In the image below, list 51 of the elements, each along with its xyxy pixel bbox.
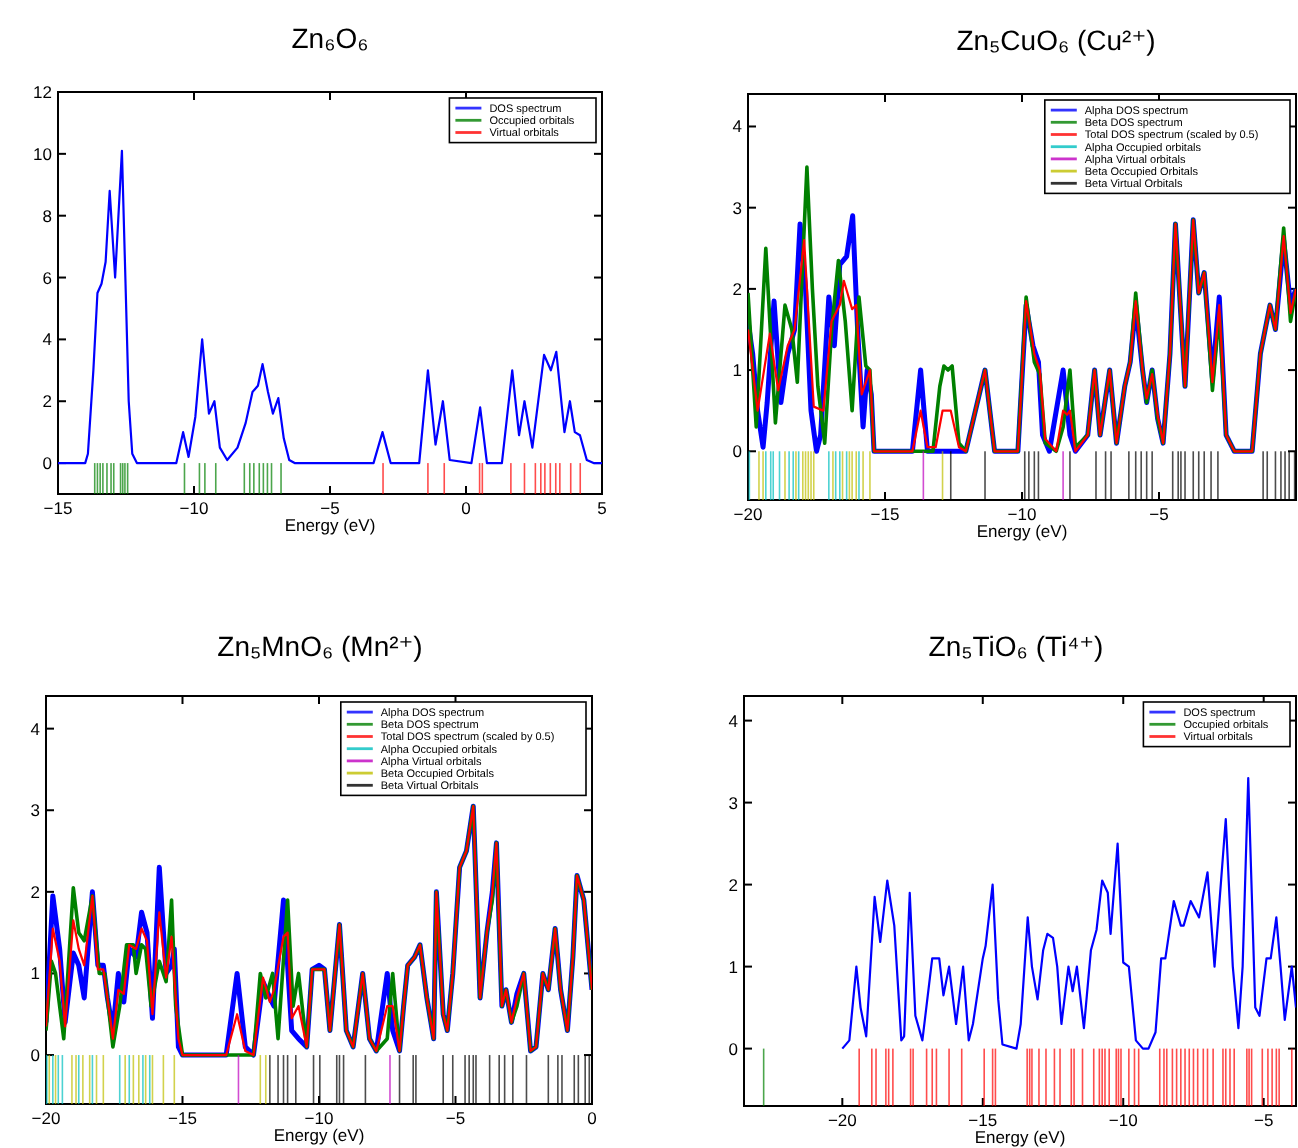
x-tick-label: −10 — [1108, 1110, 1139, 1130]
x-axis-title: Energy (eV) — [976, 521, 1068, 541]
y-tick-label: 0 — [42, 453, 53, 474]
chart-title: Zn₅MnO₆ (Mn²⁺) — [217, 630, 423, 662]
x-tick-label: −10 — [1007, 504, 1037, 524]
x-tick-label: −15 — [168, 1108, 198, 1128]
x-tick-label: 0 — [587, 1108, 598, 1128]
y-tick-label: 4 — [732, 116, 743, 137]
x-axis-title: Energy (eV) — [974, 1127, 1066, 1147]
chart-title: Zn₅CuO₆ (Cu²⁺) — [956, 24, 1156, 56]
y-tick-label: 3 — [728, 792, 739, 813]
x-tick-label: −10 — [179, 498, 209, 518]
line-series — [748, 165, 1296, 454]
line-series — [58, 149, 602, 465]
y-tick-label: 6 — [42, 267, 53, 288]
x-tick-label: −10 — [304, 1108, 334, 1128]
y-tick-label: 0 — [30, 1045, 41, 1066]
x-tick-label: −20 — [31, 1108, 61, 1128]
x-tick-label: −5 — [445, 1108, 466, 1128]
y-tick-label: 1 — [30, 963, 41, 984]
x-tick-label: −5 — [320, 498, 341, 518]
x-tick-label: −15 — [870, 504, 900, 524]
y-tick-label: 2 — [42, 391, 53, 412]
x-tick-label: −15 — [968, 1110, 998, 1130]
x-tick-label: −5 — [1149, 504, 1170, 524]
x-tick-label: −20 — [733, 504, 763, 524]
y-tick-label: 12 — [33, 82, 53, 102]
x-tick-label: 5 — [597, 498, 608, 518]
x-tick-label: 0 — [461, 498, 472, 518]
y-tick-label: 4 — [42, 329, 53, 350]
y-tick-label: 2 — [728, 874, 739, 895]
y-tick-label: 0 — [732, 441, 743, 462]
x-axis-title: Energy (eV) — [284, 515, 376, 535]
y-tick-label: 3 — [732, 197, 743, 218]
y-tick-label: 1 — [732, 360, 743, 381]
y-tick-label: 2 — [732, 278, 743, 299]
line-series — [841, 776, 1296, 1050]
x-axis-title: Energy (eV) — [273, 1125, 365, 1145]
chart-title: Zn₅TiO₆ (Ti⁴⁺) — [928, 630, 1104, 662]
chart-title: Zn₆O₆ — [291, 22, 369, 54]
y-tick-label: 0 — [728, 1038, 739, 1059]
y-tick-label: 4 — [728, 710, 739, 731]
y-tick-label: 8 — [42, 205, 53, 226]
y-tick-label: 2 — [30, 881, 41, 902]
y-tick-label: 4 — [30, 718, 41, 739]
y-tick-label: 10 — [33, 143, 53, 164]
x-tick-label: −15 — [43, 498, 73, 518]
x-tick-label: −20 — [827, 1110, 858, 1130]
y-tick-label: 1 — [728, 956, 739, 977]
x-tick-label: −5 — [1253, 1110, 1274, 1130]
y-tick-label: 3 — [30, 800, 41, 821]
